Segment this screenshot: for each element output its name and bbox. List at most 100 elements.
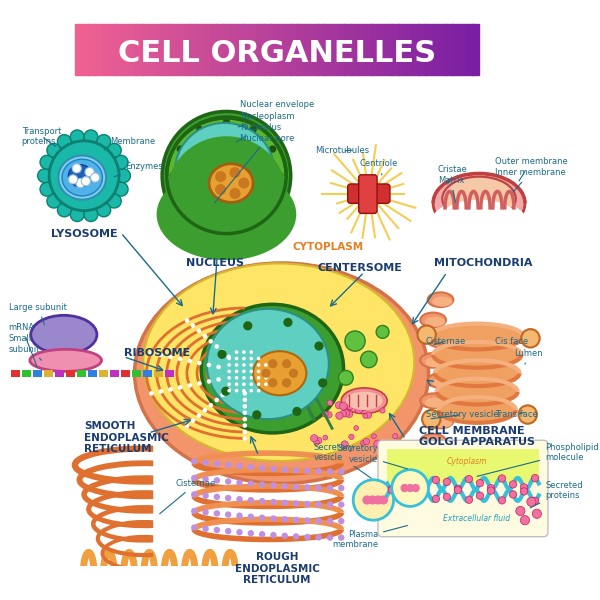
Ellipse shape	[425, 438, 445, 448]
Ellipse shape	[420, 313, 446, 327]
Bar	[257, 24, 264, 74]
Circle shape	[270, 482, 277, 489]
Ellipse shape	[143, 263, 414, 461]
Circle shape	[187, 383, 192, 388]
Bar	[466, 24, 473, 74]
Circle shape	[270, 515, 277, 522]
Text: CYTOPLASM: CYTOPLASM	[293, 242, 364, 253]
Circle shape	[229, 188, 241, 199]
Circle shape	[362, 406, 367, 411]
Bar	[230, 24, 237, 74]
Bar	[22, 370, 31, 377]
Circle shape	[72, 164, 82, 173]
Circle shape	[76, 178, 85, 188]
Circle shape	[338, 518, 344, 524]
Circle shape	[242, 363, 246, 367]
Circle shape	[185, 424, 190, 428]
Bar	[182, 24, 190, 74]
Text: RIBOSOME: RIBOSOME	[124, 348, 190, 358]
Circle shape	[250, 389, 253, 392]
Ellipse shape	[341, 388, 387, 413]
Circle shape	[97, 134, 110, 148]
Ellipse shape	[425, 357, 445, 367]
Circle shape	[283, 318, 293, 327]
Ellipse shape	[420, 434, 446, 449]
Circle shape	[406, 484, 414, 492]
Circle shape	[336, 412, 343, 419]
Circle shape	[178, 385, 182, 390]
Circle shape	[223, 119, 230, 126]
Circle shape	[327, 400, 333, 406]
Ellipse shape	[209, 164, 253, 202]
Circle shape	[116, 169, 130, 182]
Text: Extracellular fluid: Extracellular fluid	[443, 514, 510, 523]
Circle shape	[316, 518, 322, 524]
Bar	[344, 24, 352, 74]
Bar	[203, 24, 210, 74]
Circle shape	[276, 172, 283, 179]
Circle shape	[465, 496, 473, 503]
Bar	[88, 370, 97, 377]
Circle shape	[158, 389, 163, 394]
Circle shape	[399, 494, 406, 502]
Circle shape	[316, 468, 322, 475]
Text: Secreted
proteins: Secreted proteins	[530, 481, 583, 508]
Text: Cis face: Cis face	[494, 337, 528, 350]
Bar	[243, 24, 250, 74]
Circle shape	[257, 389, 260, 392]
Bar	[122, 24, 129, 74]
Circle shape	[327, 501, 333, 508]
Text: Enzymes: Enzymes	[114, 162, 163, 176]
Circle shape	[169, 172, 177, 179]
Circle shape	[242, 376, 246, 380]
Ellipse shape	[346, 392, 383, 410]
Circle shape	[376, 325, 389, 338]
Circle shape	[281, 466, 288, 473]
Ellipse shape	[433, 342, 521, 368]
Text: Cytoplasm: Cytoplasm	[447, 457, 487, 466]
Circle shape	[264, 363, 268, 367]
Circle shape	[242, 423, 247, 428]
Circle shape	[158, 353, 163, 358]
Circle shape	[248, 497, 254, 503]
Ellipse shape	[58, 155, 106, 200]
Circle shape	[250, 370, 253, 373]
Circle shape	[380, 408, 385, 413]
Text: LYSOSOME: LYSOSOME	[51, 229, 118, 239]
Circle shape	[248, 481, 254, 487]
Circle shape	[418, 325, 436, 344]
Ellipse shape	[432, 418, 452, 428]
Ellipse shape	[425, 317, 445, 327]
Circle shape	[361, 406, 366, 410]
Circle shape	[257, 382, 260, 386]
Circle shape	[422, 410, 440, 428]
Ellipse shape	[31, 316, 97, 354]
Ellipse shape	[428, 454, 454, 469]
Ellipse shape	[206, 309, 329, 419]
Circle shape	[242, 356, 246, 361]
Circle shape	[235, 363, 238, 367]
Bar	[217, 24, 224, 74]
Circle shape	[316, 501, 322, 508]
Bar	[263, 24, 271, 74]
Circle shape	[532, 475, 539, 482]
Text: SMOOTH
ENDOPLASMIC
RETICULUM: SMOOTH ENDOPLASMIC RETICULUM	[84, 421, 169, 454]
Circle shape	[264, 370, 268, 373]
Circle shape	[259, 498, 265, 505]
Circle shape	[250, 350, 253, 354]
Circle shape	[206, 379, 211, 384]
Circle shape	[176, 199, 184, 206]
Text: NUCLEUS: NUCLEUS	[187, 258, 244, 268]
Bar	[387, 449, 539, 484]
Text: ROUGH
ENDOPLASMIC
RETICULUM: ROUGH ENDOPLASMIC RETICULUM	[235, 552, 319, 586]
Bar	[82, 24, 89, 74]
Circle shape	[250, 382, 253, 386]
Circle shape	[191, 524, 197, 531]
Bar	[190, 24, 197, 74]
Circle shape	[250, 363, 253, 367]
Ellipse shape	[432, 377, 452, 388]
Text: GOLGI APPARATUS: GOLGI APPARATUS	[419, 437, 535, 447]
Circle shape	[223, 226, 230, 233]
Bar	[109, 24, 116, 74]
Circle shape	[70, 208, 84, 221]
